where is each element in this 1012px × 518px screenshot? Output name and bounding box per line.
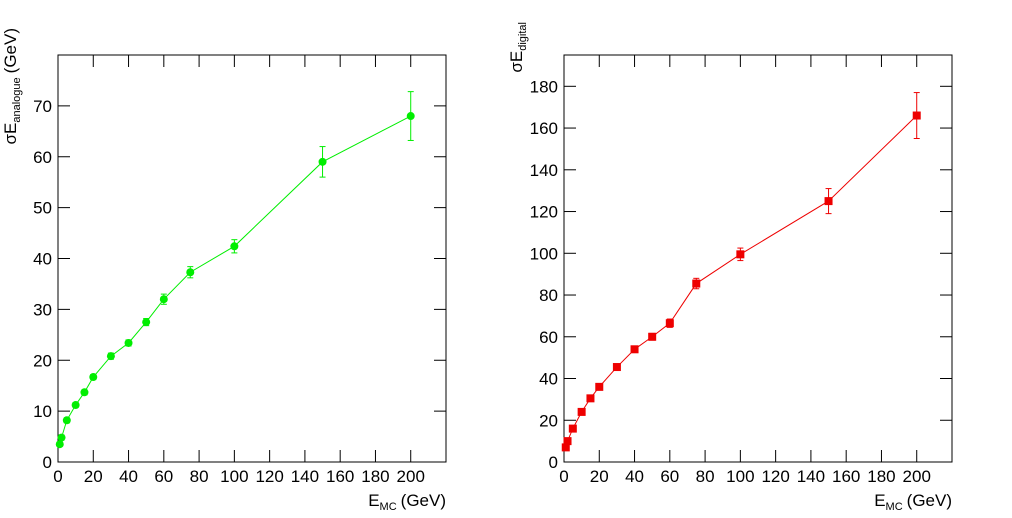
y-tick-label: 0 — [43, 453, 52, 472]
data-line — [59, 115, 411, 445]
x-label-unit: (GeV) — [401, 491, 446, 510]
marker — [406, 112, 415, 121]
x-tick-label: 20 — [84, 467, 103, 486]
plot-frame — [563, 54, 953, 463]
x-label-main: E — [874, 491, 885, 510]
y-label-sub: analogue — [11, 77, 23, 122]
x-tick-label: 0 — [53, 467, 62, 486]
x-tick-label: 20 — [590, 467, 609, 486]
x-tick-label: 80 — [696, 467, 715, 486]
y-tick-label: 0 — [549, 453, 558, 472]
x-tick-label: 100 — [220, 467, 248, 486]
y-label-unit: (GeV) — [1, 28, 20, 73]
x-tick-label: 40 — [119, 467, 138, 486]
y-tick-label: 60 — [539, 328, 558, 347]
marker — [577, 407, 586, 416]
x-tick-label: 120 — [255, 467, 283, 486]
marker — [736, 250, 745, 259]
y-tick-label: 10 — [33, 402, 52, 421]
y-tick-label: 70 — [33, 97, 52, 116]
y-tick-label: 120 — [530, 203, 558, 222]
y-tick-label: 40 — [33, 250, 52, 269]
panel: 0 20 40 60 80 100 120 140 160 180 200 0 10 20 30 40 50 60… — [1, 28, 447, 513]
x-tick-label: 80 — [190, 467, 209, 486]
marker — [595, 382, 604, 391]
marker — [57, 433, 66, 442]
marker — [62, 416, 71, 425]
y-tick-label: 20 — [539, 411, 558, 430]
x-axis-label: EMC (GeV) — [874, 491, 952, 513]
marker — [612, 363, 621, 372]
marker — [692, 279, 701, 288]
marker — [89, 373, 98, 382]
x-tick-label: 160 — [832, 467, 860, 486]
x-tick-label: 180 — [361, 467, 389, 486]
x-label-main: E — [368, 491, 379, 510]
y-tick-label: 140 — [530, 161, 558, 180]
marker — [186, 268, 195, 277]
y-label-main: σE — [1, 123, 20, 145]
y-label-main: σE — [507, 51, 526, 73]
x-tick-label: 60 — [660, 467, 679, 486]
x-tick-label: 0 — [559, 467, 568, 486]
marker — [106, 352, 115, 361]
y-tick-label: 20 — [33, 351, 52, 370]
marker — [648, 332, 657, 341]
data-line — [565, 115, 918, 448]
marker — [563, 437, 572, 446]
y-label-sub: digital — [517, 22, 529, 51]
x-axis-label: EMC (GeV) — [368, 491, 446, 513]
y-axis-label: σEanalogue (GeV) — [1, 28, 23, 144]
y-tick-label: 60 — [33, 148, 52, 167]
marker — [561, 443, 570, 452]
y-tick-label: 100 — [530, 244, 558, 263]
x-tick-label: 140 — [797, 467, 825, 486]
x-tick-label: 60 — [154, 467, 173, 486]
marker — [665, 319, 674, 328]
marker — [142, 318, 151, 327]
y-tick-label: 30 — [33, 300, 52, 319]
x-tick-label: 140 — [291, 467, 319, 486]
x-label-unit: (GeV) — [907, 491, 952, 510]
x-tick-label: 120 — [761, 467, 789, 486]
marker — [159, 295, 168, 304]
x-tick-label: 100 — [726, 467, 754, 486]
marker — [824, 197, 833, 206]
marker — [630, 345, 639, 354]
marker — [80, 388, 89, 397]
y-tick-label: 80 — [539, 286, 558, 305]
x-tick-label: 160 — [326, 467, 354, 486]
marker — [124, 338, 133, 347]
x-tick-label: 200 — [397, 467, 425, 486]
marker — [318, 157, 327, 166]
x-label-sub: MC — [380, 501, 397, 513]
plot-frame — [57, 54, 447, 463]
y-tick-label: 40 — [539, 370, 558, 389]
y-tick-label: 160 — [530, 119, 558, 138]
x-tick-label: 180 — [867, 467, 895, 486]
marker — [55, 440, 64, 449]
panel: 0 20 40 60 80 100 120 140 160 180 200 0 20 40 60 80 100 1… — [507, 22, 953, 513]
y-tick-label: 50 — [33, 199, 52, 218]
marker — [71, 401, 80, 410]
y-tick-label: 180 — [530, 77, 558, 96]
marker — [230, 242, 239, 251]
x-tick-label: 200 — [903, 467, 931, 486]
y-axis-label: σEdigital — [507, 22, 529, 73]
marker — [586, 394, 595, 403]
x-tick-label: 40 — [625, 467, 644, 486]
x-label-sub: MC — [886, 501, 903, 513]
marker — [912, 111, 921, 120]
marker — [568, 424, 577, 433]
